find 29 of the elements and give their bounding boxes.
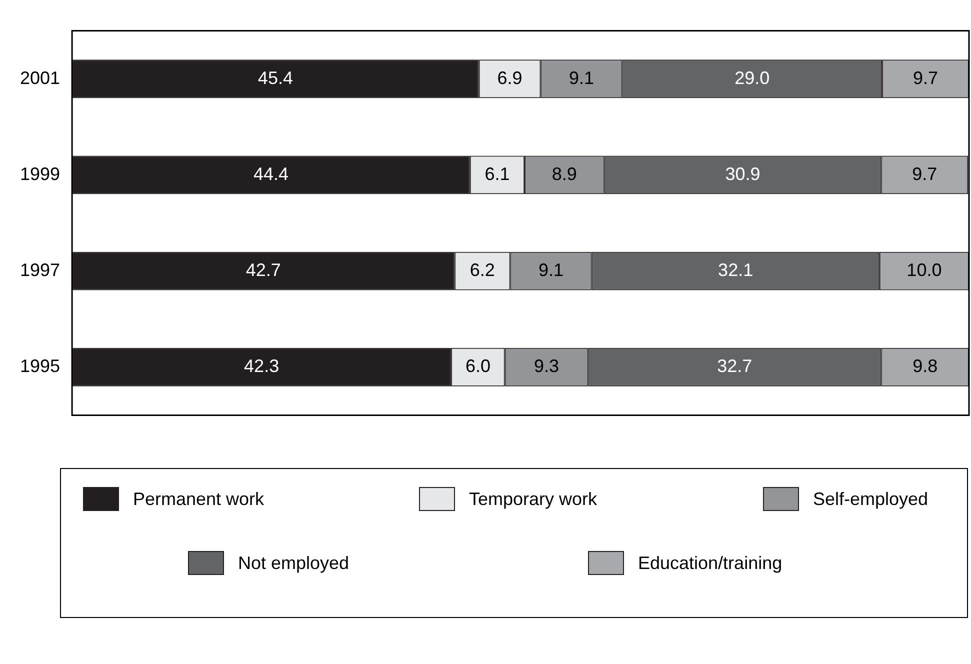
data-label: 10.0	[906, 260, 942, 280]
data-label: 32.1	[718, 260, 754, 280]
legend-label: Temporary work	[469, 488, 598, 510]
data-label: 9.1	[568, 68, 594, 88]
data-label: 9.3	[534, 356, 560, 376]
data-label: 8.9	[552, 164, 577, 184]
y-tick-label: 1997	[20, 260, 60, 280]
legend-label: Not employed	[238, 552, 350, 574]
data-label: 42.7	[246, 260, 281, 280]
y-tick-label: 2001	[20, 68, 60, 88]
data-label: 6.0	[465, 356, 490, 376]
data-label: 9.7	[912, 164, 938, 184]
data-label: 9.7	[913, 68, 938, 88]
data-label: 6.2	[470, 260, 495, 280]
y-tick-label: 1995	[20, 356, 60, 376]
data-label: 9.1	[538, 260, 564, 280]
data-label: 42.3	[244, 356, 280, 376]
data-label: 44.4	[253, 164, 288, 184]
legend-label: Self-employed	[813, 488, 928, 510]
data-label: 9.8	[912, 356, 938, 376]
legend-label: Education/training	[638, 552, 782, 574]
legend-label: Permanent work	[133, 488, 264, 510]
data-label: 6.1	[484, 164, 510, 184]
data-label: 29.0	[734, 68, 770, 88]
data-label: 32.7	[717, 356, 752, 376]
data-label: 30.9	[725, 164, 760, 184]
data-label: 45.4	[258, 68, 293, 88]
data-label: 6.9	[497, 68, 522, 88]
y-tick-label: 1999	[20, 164, 60, 184]
